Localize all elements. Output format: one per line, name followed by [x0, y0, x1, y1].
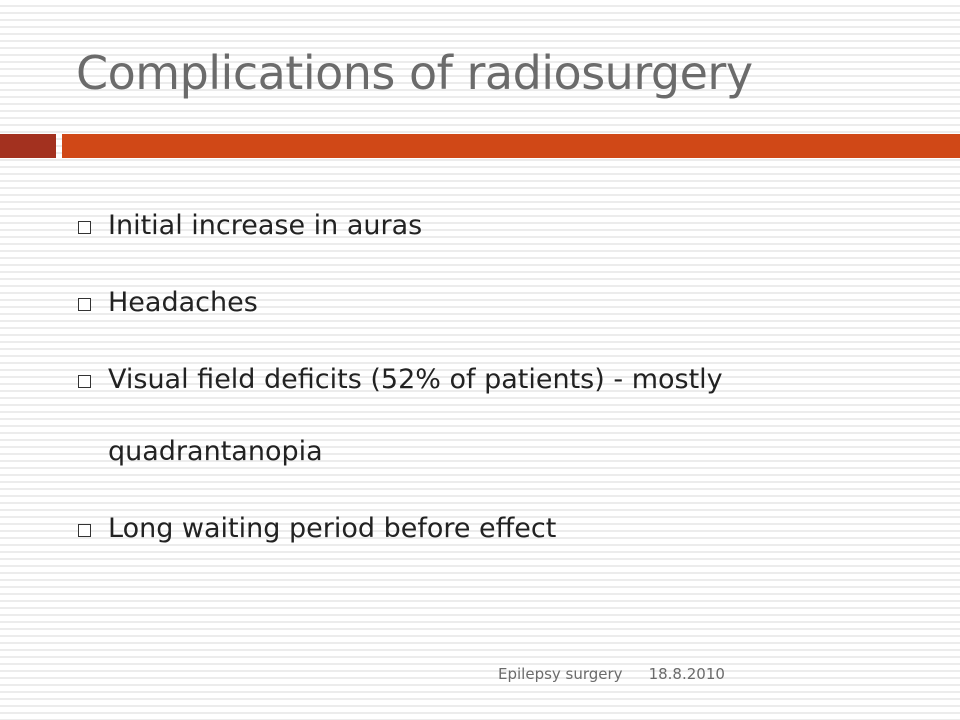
- footer: Epilepsy surgery 18.8.2010: [498, 665, 725, 683]
- bullet: Initial increase in auras: [76, 190, 856, 262]
- accent-bar: [62, 134, 960, 158]
- bullet: Visual field deficits (52% of patients) …: [76, 344, 856, 488]
- bullet: Long waiting period before effect: [76, 493, 856, 565]
- bullet: Headaches: [76, 267, 856, 339]
- footer-text: Epilepsy surgery: [498, 665, 623, 683]
- slide-title: Complications of radiosurgery: [76, 46, 753, 100]
- footer-date: 18.8.2010: [648, 665, 725, 683]
- accent-bar: [0, 134, 56, 158]
- bullet-list: Initial increase in auras Headaches Visu…: [76, 190, 856, 570]
